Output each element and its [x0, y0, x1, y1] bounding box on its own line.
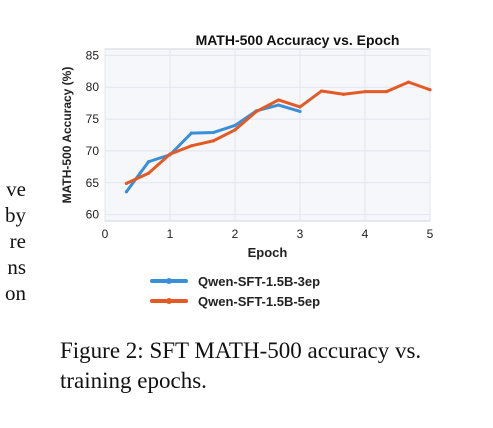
- legend-label-3ep: Qwen-SFT-1.5B-3ep: [198, 273, 321, 289]
- series-0-point: [146, 160, 151, 164]
- y-tick-label: 60: [86, 208, 100, 222]
- side-text-line-5: on: [5, 281, 26, 305]
- x-axis-label: Epoch: [248, 245, 288, 260]
- side-text-line-1: ve: [6, 177, 26, 201]
- y-tick-label: 70: [86, 144, 100, 158]
- legend-swatch-5ep: [150, 298, 188, 304]
- series-0-point: [211, 130, 216, 135]
- side-text-line-2: by: [5, 203, 26, 227]
- series-1-point: [276, 98, 281, 102]
- legend-item-3ep: Qwen-SFT-1.5B-3ep: [150, 271, 320, 291]
- y-tick-label: 85: [86, 48, 100, 62]
- series-1-point: [384, 90, 389, 94]
- x-tick-label: 4: [362, 227, 369, 241]
- legend-label-5ep: Qwen-SFT-1.5B-5ep: [198, 293, 321, 309]
- series-1-point: [428, 88, 432, 92]
- series-1-point: [406, 80, 411, 84]
- series-1-point: [168, 152, 172, 156]
- y-tick-label: 65: [86, 176, 100, 190]
- line-chart: 0 1 2 3 4 5 60 65 70 75 80 85 MATH-500 Accuracy vs. …: [60, 32, 434, 260]
- y-tick-label: 75: [86, 112, 100, 126]
- series-1-point: [211, 139, 216, 143]
- side-text-line-3: re: [9, 229, 26, 253]
- series-1-point: [319, 89, 324, 93]
- plot-area: [104, 48, 431, 222]
- series-1-point: [189, 144, 194, 148]
- series-0-point: [124, 190, 129, 194]
- series-1-point: [124, 181, 129, 186]
- series-1-point: [254, 109, 259, 114]
- figure-caption: Figure 2: SFT MATH-500 accuracy vs. trai…: [60, 338, 422, 393]
- series-0-point: [233, 123, 237, 128]
- x-tick-label: 3: [297, 227, 304, 241]
- series-0-point: [189, 131, 194, 135]
- series-1-point: [146, 171, 151, 175]
- series-1-point: [298, 105, 302, 109]
- legend-item-5ep: Qwen-SFT-1.5B-5ep: [150, 291, 320, 311]
- series-1-point: [233, 128, 237, 132]
- chart-title: MATH-500 Accuracy vs. Epoch: [196, 32, 400, 48]
- series-1-point: [341, 92, 346, 96]
- x-tick-label: 0: [102, 227, 109, 241]
- series-0-point: [298, 109, 302, 114]
- side-text-fragment: ve by re ns on: [0, 176, 40, 306]
- x-tick-label: 1: [167, 227, 174, 241]
- legend: Qwen-SFT-1.5B-3ep Qwen-SFT-1.5B-5ep: [150, 271, 320, 311]
- series-1-point: [363, 90, 367, 94]
- y-tick-label: 80: [86, 80, 100, 94]
- y-axis-label: MATH-500 Accuracy (%): [60, 67, 74, 204]
- x-tick-label: 5: [427, 227, 434, 241]
- series-0-point: [276, 103, 281, 107]
- x-tick-label: 2: [232, 227, 239, 241]
- legend-swatch-3ep: [150, 278, 188, 284]
- side-text-line-4: ns: [7, 255, 26, 279]
